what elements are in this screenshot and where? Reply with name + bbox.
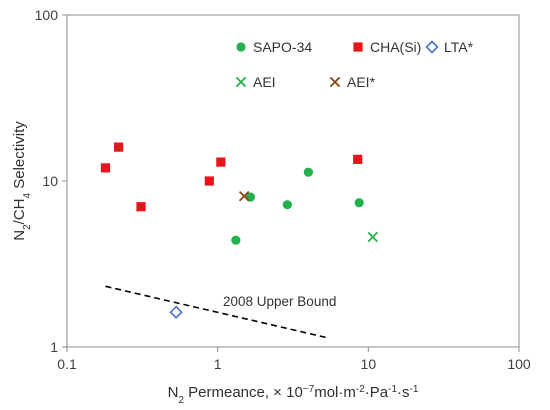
x-tick-label: 1 bbox=[214, 356, 222, 372]
legend-label-sapo-34: SAPO-34 bbox=[253, 39, 312, 55]
legend: SAPO-34 CHA(Si) LTA* AEI AEI* bbox=[235, 39, 474, 90]
data-points-layer bbox=[100, 142, 378, 319]
data-point-cha-si bbox=[113, 142, 124, 152]
data-point-cha-si bbox=[216, 157, 226, 167]
legend-marker-sapo-34 bbox=[236, 42, 246, 52]
legend-label-cha-si: CHA(Si) bbox=[370, 39, 421, 55]
data-point-sapo-34 bbox=[282, 200, 292, 210]
data-point-cha-si bbox=[204, 176, 214, 186]
legend-label-aei: AEI* bbox=[347, 74, 376, 90]
data-point-sapo-34 bbox=[303, 167, 313, 177]
legend-marker-lta bbox=[425, 40, 439, 54]
upper-bound-line bbox=[105, 285, 330, 339]
x-tick-label: 100 bbox=[507, 356, 531, 372]
data-point-aei bbox=[367, 231, 378, 243]
y-tick-label: 10 bbox=[42, 173, 58, 189]
y-tick-label: 100 bbox=[35, 7, 59, 23]
data-point-sapo-34 bbox=[231, 235, 241, 245]
x-tick-label: 0.1 bbox=[57, 356, 77, 372]
legend-marker-aei bbox=[329, 76, 341, 88]
legend-label-aei: AEI bbox=[253, 74, 276, 90]
legend-label-lta: LTA* bbox=[444, 39, 474, 55]
x-axis-title: N2 Permeance, × 10−7mol·m-2·Pa-1·s-1 bbox=[168, 384, 419, 406]
y-axis-title: N2/CH4 Selectivity bbox=[11, 121, 33, 241]
x-tick-label: 10 bbox=[361, 356, 377, 372]
data-point-aei bbox=[238, 190, 250, 202]
data-point-cha-si bbox=[353, 154, 363, 164]
y-tick-label: 1 bbox=[50, 339, 58, 355]
data-point-cha-si bbox=[136, 202, 146, 212]
data-point-sapo-34 bbox=[354, 198, 364, 208]
data-point-cha-si bbox=[100, 163, 111, 173]
legend-marker-aei bbox=[235, 76, 247, 88]
upper-bound-layer: 2008 Upper Bound bbox=[105, 285, 336, 339]
data-point-lta bbox=[169, 305, 183, 319]
upper-bound-label: 2008 Upper Bound bbox=[223, 294, 336, 309]
legend-marker-cha-si bbox=[353, 42, 363, 52]
